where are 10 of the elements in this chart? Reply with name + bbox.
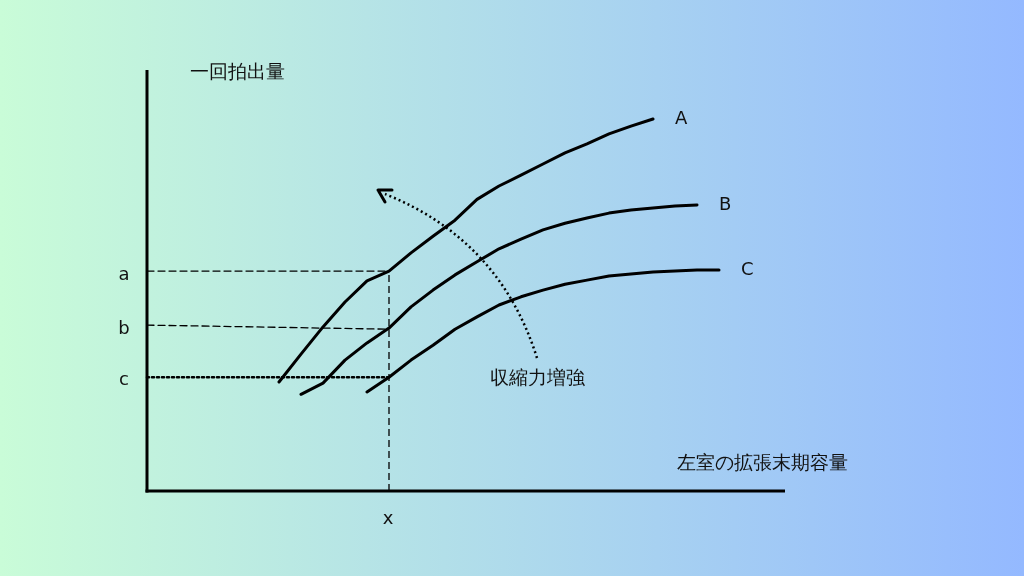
y-axis-title: 一回拍出量 xyxy=(190,59,285,82)
annotation: 収縮力増強 xyxy=(489,365,585,388)
text: a xyxy=(118,263,130,284)
series-label: C xyxy=(741,258,754,280)
series-label: A xyxy=(675,107,688,128)
text: c xyxy=(119,368,129,389)
text: b xyxy=(118,317,130,338)
series-label: B xyxy=(719,192,732,214)
x-axis-title: 左室の拡張末期容量 xyxy=(677,450,848,473)
text: x xyxy=(382,507,394,528)
